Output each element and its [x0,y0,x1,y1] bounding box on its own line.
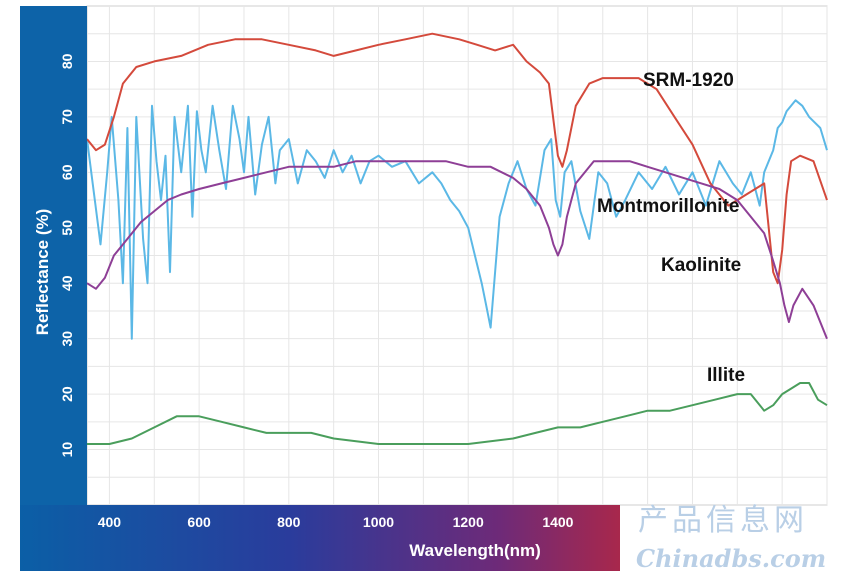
y-tick-label: 30 [59,331,75,347]
x-tick-label: 1800 [722,514,753,530]
watermark-url: Chinadbs.com [636,544,826,573]
x-tick-label: 1400 [542,514,573,530]
series-group [86,32,828,445]
series-line-srm-1920 [86,99,828,340]
y-axis-title: Reflectance (%) [33,209,52,336]
y-tick-label: 50 [59,220,75,236]
y-tick-label: 60 [59,164,75,180]
label-montmorillonite: Montmorillonite [597,196,739,217]
label-kaolinite: Kaolinite [661,255,741,276]
x-tick-labels: 400 600 800 1000 1200 1400 1600 1800 [98,514,753,530]
label-srm-1920: SRM-1920 [643,70,734,91]
series-line-kaolinite [86,160,828,340]
x-tick-label: 1200 [453,514,484,530]
series-line-montmorillonite [86,32,828,285]
y-axis-band [20,6,87,571]
x-axis-title: Wavelength(nm) [409,541,541,560]
y-tick-label: 20 [59,386,75,402]
x-axis-band [20,505,620,571]
label-illite: Illite [707,365,745,386]
x-tick-label: 1000 [363,514,394,530]
grid [87,6,828,505]
y-tick-labels: 10 20 30 40 50 60 70 80 [59,53,75,457]
x-tick-label: 600 [187,514,211,530]
y-tick-label: 70 [59,109,75,125]
x-tick-label: 800 [277,514,301,530]
x-tick-label: 400 [98,514,122,530]
series-line-illite [87,382,828,445]
y-tick-label: 40 [59,275,75,291]
y-tick-label: 80 [59,53,75,69]
y-tick-label: 10 [59,442,75,458]
x-tick-label: 1600 [632,514,663,530]
watermark-chinese: 产品信息网 [638,503,808,538]
